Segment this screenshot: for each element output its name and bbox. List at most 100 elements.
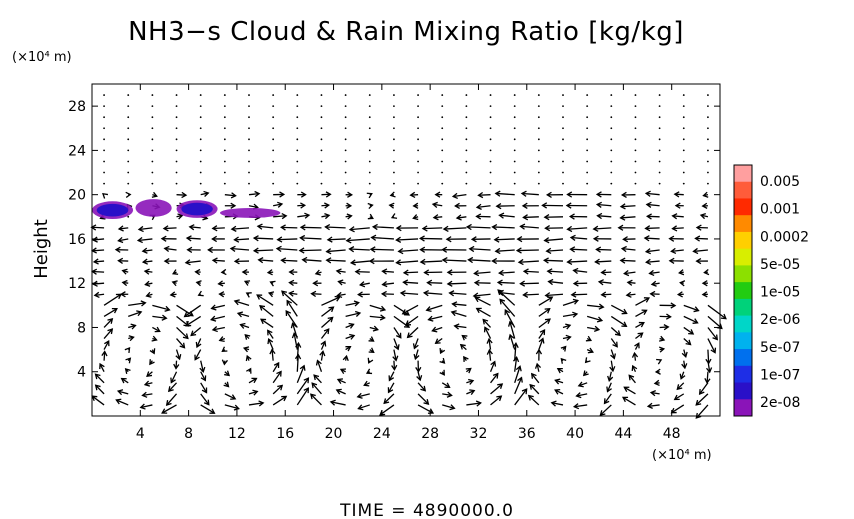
wind-vector [346,238,370,242]
wind-vector-head [649,390,656,397]
wind-vector [417,371,421,381]
wind-vector-head [252,389,259,396]
wind-vector-head [298,247,305,254]
wind-dot [368,182,371,185]
wind-vector [517,249,539,252]
wind-vector-head [323,328,330,335]
wind-vector-head [301,256,308,264]
wind-dot [199,171,202,174]
wind-vector [551,402,564,406]
wind-vector-head [370,234,377,241]
wind-vector-head [449,404,456,411]
wind-vector-head [499,298,506,305]
wind-dot [248,171,250,174]
wind-vector [435,338,443,344]
x-tick-label: 44 [614,426,632,442]
wind-vector [357,393,370,398]
wind-vector-head [412,343,419,350]
wind-vector [371,236,394,240]
wind-dot [272,94,275,96]
wind-dot [127,171,130,174]
wind-vector [453,194,467,198]
wind-vector-head [439,357,446,364]
wind-dot [223,116,226,119]
wind-vector-head [595,191,602,198]
wind-dot [465,94,468,96]
wind-vector [413,338,419,349]
wind-vector-head [195,341,202,349]
wind-vector-head [469,389,476,396]
wind-vector [300,237,322,240]
wind-vector-head [342,354,349,362]
wind-vector [424,292,443,295]
wind-vector-head [446,269,453,276]
wind-vector-head [694,235,701,242]
wind-vector-head [459,343,466,350]
wind-vector-head [256,294,263,300]
wind-vector-head [673,191,680,198]
wind-vector-head [91,236,98,243]
wind-vector-head [218,336,225,343]
wind-dot [103,149,105,152]
wind-vector-head [163,257,170,265]
wind-vector [420,260,443,263]
wind-vector [635,322,645,329]
wind-vector-head [244,333,251,340]
wind-dot [417,149,419,152]
colorbar-label: 1e-07 [760,367,800,383]
wind-vector [451,311,467,318]
wind-vector [194,349,202,360]
wind-vector-head [335,268,342,275]
wind-vector-head [325,257,332,264]
wind-vector-head [619,203,626,210]
wind-vector-head [535,348,543,355]
wind-dot [248,94,250,96]
wind-vector [676,382,685,390]
wind-vector-head [163,245,170,253]
wind-vector [536,363,540,372]
wind-vector [520,282,539,285]
wind-vector-head [596,316,604,323]
cloud-mixing-ratio-contours [92,199,281,220]
wind-vector-head [139,403,146,410]
wind-vector-head [279,224,286,231]
wind-vector [240,324,250,329]
wind-vector [258,259,274,262]
wind-vector [393,360,396,370]
wind-dot [223,138,226,141]
wind-vector [273,215,287,218]
wind-vector-head [200,375,207,382]
wind-vector [94,293,105,297]
wind-dot [344,127,347,130]
wind-vector-head [568,213,575,220]
wind-dot [513,160,516,163]
wind-vector-head [269,348,276,355]
wind-vector-head [668,235,675,242]
wind-vector-head [413,353,420,361]
wind-vector-head [347,191,354,198]
wind-vector-head [644,248,651,255]
wind-vector [635,297,650,306]
colorbar-swatch [734,382,752,400]
wind-vector-head [643,297,651,303]
wind-vector-head [368,336,375,342]
wind-vector [166,393,178,406]
wind-dot [368,116,371,119]
wind-vector [528,395,540,406]
wind-vector-head [371,223,378,231]
wind-vector-head [348,226,355,233]
wind-vector-head [203,190,210,197]
wind-dot [707,160,709,163]
wind-vector-head [592,225,599,232]
wind-vector [320,328,330,339]
wind-dot [707,171,709,174]
wind-vector [200,192,209,196]
time-label: TIME = 4890000.0 [339,501,514,519]
wind-vector [449,292,467,295]
wind-vector [383,393,395,404]
wind-vector-head [184,259,191,266]
wind-vector [281,226,298,229]
wind-dot [175,171,178,174]
wind-vector [476,307,491,317]
wind-vector-head [246,367,252,374]
